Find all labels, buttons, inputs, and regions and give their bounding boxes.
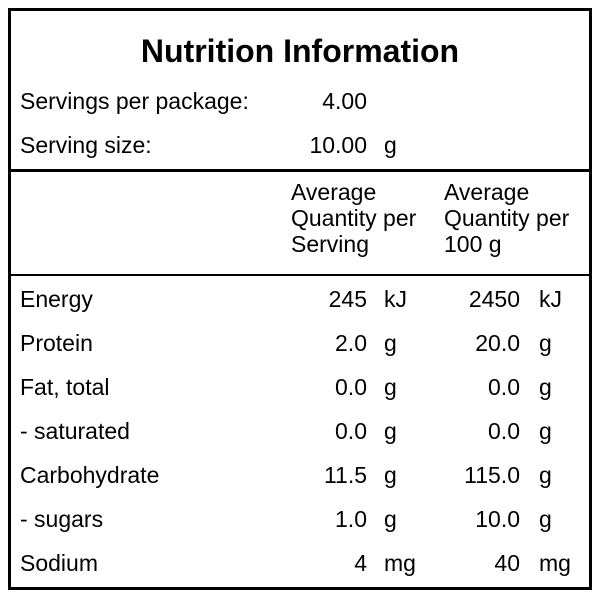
servings-per-package-value: 4.00	[322, 88, 367, 114]
per-serving-value: 0.0	[335, 374, 367, 400]
header-divider	[11, 169, 589, 172]
column-header-per-100g: Average Quantity per 100 g	[444, 179, 569, 257]
column-header-divider	[11, 274, 589, 276]
per-100g-value: 0.0	[488, 374, 520, 400]
column-header-line: Average	[291, 179, 377, 205]
per-serving-value: 1.0	[335, 506, 367, 532]
per-100g-unit: g	[539, 418, 552, 444]
column-header-per-serving: Average Quantity per Serving	[291, 179, 416, 257]
per-serving-value: 245	[328, 286, 367, 312]
per-100g-unit: g	[539, 374, 552, 400]
per-100g-value: 115.0	[464, 462, 520, 488]
per-100g-unit: g	[539, 330, 552, 356]
per-serving-unit: mg	[384, 550, 416, 576]
nutrient-name: Fat, total	[20, 374, 110, 400]
nutrient-name: - saturated	[20, 418, 130, 444]
per-100g-unit: g	[539, 506, 552, 532]
per-100g-value: 40	[494, 550, 520, 576]
nutrient-name: Protein	[20, 330, 93, 356]
panel-title: Nutrition Information	[140, 33, 460, 69]
column-header-line: Average	[444, 179, 530, 205]
per-serving-unit: g	[384, 462, 397, 488]
nutrient-name: Carbohydrate	[20, 462, 160, 488]
column-header-line: Quantity per	[444, 205, 570, 231]
column-header-line: 100 g	[444, 231, 502, 257]
per-100g-unit: mg	[539, 550, 571, 576]
nutrition-panel: Nutrition Information Servings per packa…	[8, 8, 592, 590]
serving-size-value: 10.00	[309, 132, 367, 158]
per-serving-value: 0.0	[335, 418, 367, 444]
nutrient-name: - sugars	[20, 506, 104, 532]
nutrient-name: Energy	[20, 286, 93, 312]
serving-size-label: Serving size:	[20, 132, 152, 158]
servings-per-package-label: Servings per package:	[20, 88, 249, 114]
per-100g-value: 20.0	[475, 330, 520, 356]
per-serving-unit: g	[384, 506, 397, 532]
per-100g-value: 10.0	[475, 506, 520, 532]
per-100g-unit: kJ	[539, 286, 562, 312]
per-100g-unit: g	[539, 462, 552, 488]
per-serving-unit: kJ	[384, 286, 407, 312]
per-100g-value: 2450	[468, 286, 520, 312]
per-serving-unit: g	[384, 418, 397, 444]
per-100g-value: 0.0	[488, 418, 520, 444]
per-serving-value: 11.5	[323, 462, 367, 488]
nutrient-name: Sodium	[20, 550, 98, 576]
per-serving-unit: g	[384, 374, 397, 400]
per-serving-value: 2.0	[335, 330, 367, 356]
column-header-line: Quantity per	[291, 205, 417, 231]
serving-size-unit: g	[384, 132, 397, 158]
column-header-line: Serving	[291, 231, 369, 257]
per-serving-value: 4	[354, 550, 367, 576]
per-serving-unit: g	[384, 330, 397, 356]
